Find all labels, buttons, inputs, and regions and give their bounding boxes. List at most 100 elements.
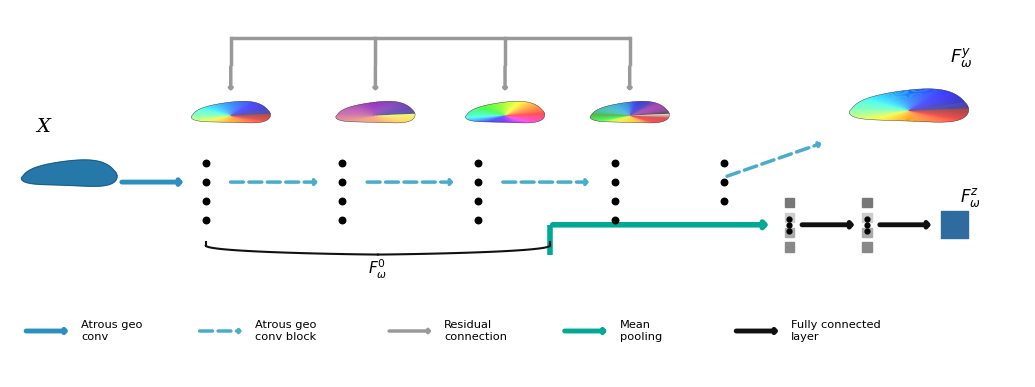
Polygon shape (629, 116, 660, 122)
Polygon shape (341, 116, 376, 120)
Polygon shape (376, 116, 378, 122)
Polygon shape (197, 111, 231, 116)
Polygon shape (376, 116, 410, 122)
Polygon shape (909, 111, 962, 119)
Polygon shape (629, 110, 667, 116)
Polygon shape (231, 112, 270, 116)
Polygon shape (345, 108, 376, 116)
Polygon shape (376, 116, 414, 118)
Polygon shape (480, 106, 505, 116)
Polygon shape (489, 116, 505, 122)
Polygon shape (908, 111, 909, 121)
Polygon shape (505, 116, 541, 120)
Polygon shape (376, 102, 379, 116)
Polygon shape (376, 116, 384, 123)
Polygon shape (335, 116, 376, 117)
Polygon shape (909, 111, 924, 122)
Polygon shape (231, 103, 259, 116)
Polygon shape (346, 108, 376, 116)
Polygon shape (336, 116, 376, 118)
Polygon shape (611, 116, 629, 122)
Polygon shape (595, 111, 629, 116)
Polygon shape (880, 111, 909, 120)
Polygon shape (345, 116, 376, 121)
Polygon shape (859, 101, 909, 111)
Polygon shape (191, 116, 231, 118)
Polygon shape (376, 101, 392, 116)
Polygon shape (223, 103, 231, 116)
Polygon shape (231, 116, 261, 122)
Polygon shape (191, 116, 231, 118)
Polygon shape (866, 98, 909, 111)
Polygon shape (505, 102, 529, 116)
Polygon shape (857, 111, 909, 118)
Polygon shape (376, 106, 409, 116)
Polygon shape (896, 91, 909, 111)
Polygon shape (616, 104, 629, 116)
Polygon shape (495, 103, 505, 116)
Point (470, 179, 486, 185)
Polygon shape (850, 111, 909, 115)
Polygon shape (505, 101, 522, 116)
Polygon shape (857, 111, 909, 118)
Polygon shape (376, 102, 377, 116)
Polygon shape (627, 116, 629, 122)
Polygon shape (609, 116, 629, 122)
Polygon shape (629, 116, 648, 123)
Polygon shape (215, 104, 231, 116)
Polygon shape (903, 91, 909, 111)
Polygon shape (231, 103, 257, 116)
Polygon shape (590, 116, 629, 118)
Polygon shape (909, 98, 962, 111)
Polygon shape (505, 116, 543, 119)
Polygon shape (496, 103, 505, 116)
Polygon shape (887, 93, 909, 111)
Polygon shape (231, 110, 268, 116)
Polygon shape (376, 114, 415, 116)
Polygon shape (629, 116, 658, 123)
Polygon shape (231, 116, 241, 123)
Polygon shape (486, 116, 505, 122)
Polygon shape (376, 116, 394, 123)
Polygon shape (336, 116, 376, 118)
Polygon shape (376, 102, 397, 116)
Polygon shape (224, 116, 231, 122)
Polygon shape (909, 111, 969, 112)
Polygon shape (629, 112, 669, 116)
Polygon shape (590, 116, 629, 117)
Polygon shape (505, 103, 532, 116)
Polygon shape (867, 98, 909, 111)
Polygon shape (909, 90, 946, 111)
Polygon shape (357, 105, 376, 116)
Polygon shape (467, 114, 505, 116)
Polygon shape (231, 116, 268, 120)
Polygon shape (208, 106, 231, 116)
Polygon shape (339, 116, 376, 120)
Polygon shape (626, 102, 629, 116)
Polygon shape (355, 116, 376, 122)
Polygon shape (505, 116, 544, 118)
Polygon shape (909, 111, 967, 115)
Polygon shape (858, 111, 909, 118)
Polygon shape (909, 89, 937, 111)
Polygon shape (231, 116, 233, 122)
Polygon shape (592, 114, 629, 116)
Polygon shape (600, 116, 629, 122)
Polygon shape (376, 116, 379, 122)
Polygon shape (202, 108, 231, 116)
Polygon shape (616, 104, 629, 116)
Polygon shape (505, 116, 543, 119)
Polygon shape (468, 116, 505, 120)
Polygon shape (601, 116, 629, 122)
Polygon shape (909, 89, 938, 111)
Polygon shape (479, 107, 505, 116)
Polygon shape (199, 109, 231, 116)
Polygon shape (505, 116, 509, 123)
Polygon shape (361, 104, 376, 116)
Polygon shape (372, 116, 376, 122)
Polygon shape (629, 116, 631, 122)
Polygon shape (903, 111, 909, 121)
Polygon shape (505, 116, 522, 123)
Polygon shape (629, 107, 664, 116)
Polygon shape (196, 111, 231, 116)
